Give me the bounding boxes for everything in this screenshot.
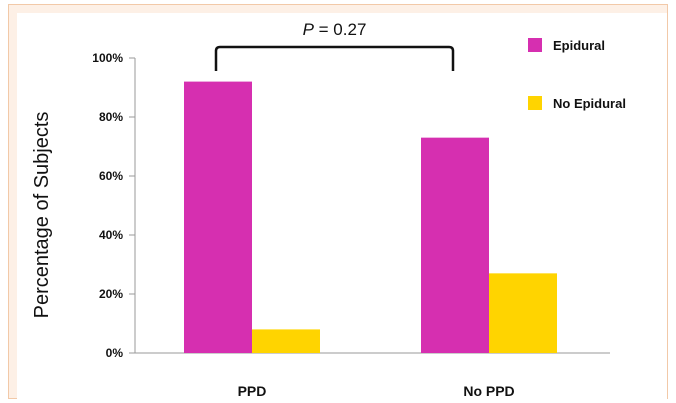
significance-bracket: [214, 45, 455, 71]
bars: PPD No PPD: [184, 81, 557, 399]
plot-panel: [17, 13, 667, 403]
legend-label: No Epidural: [553, 96, 626, 111]
chart-frame: [8, 4, 668, 403]
legend: Epidural No Epidural: [528, 38, 626, 111]
y-axis-label: Percentage of Subjects: [31, 112, 53, 319]
y-tick-label: 20%: [99, 287, 123, 301]
p-value-symbol: P: [303, 20, 315, 39]
y-tick-label: 100%: [92, 51, 123, 65]
bar: [184, 81, 252, 353]
bar: [489, 273, 557, 353]
bar: [252, 329, 320, 353]
x-tick-label: PPD: [238, 383, 267, 399]
x-tick-label: No PPD: [463, 383, 514, 399]
legend-label: Epidural: [553, 38, 605, 53]
y-tick-label: 60%: [99, 169, 123, 183]
y-tick-label: 40%: [99, 228, 123, 242]
bar: [421, 137, 489, 353]
legend-swatch: [528, 38, 542, 52]
y-tick-label: 0%: [106, 346, 124, 360]
significance-annotation: P = 0.27: [214, 20, 455, 71]
p-value-text: = 0.27: [314, 20, 366, 39]
legend-swatch: [528, 96, 542, 110]
p-value-label: P = 0.27: [303, 20, 367, 39]
y-tick-label: 80%: [99, 110, 123, 124]
